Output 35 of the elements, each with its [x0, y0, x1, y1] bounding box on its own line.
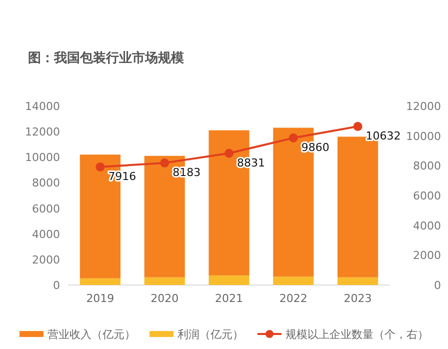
legend-label: 营业收入（亿元）: [48, 328, 136, 341]
y-tick-label: 8000: [32, 176, 60, 190]
chart-title: 图：我国包装行业市场规模: [28, 50, 184, 66]
bar: [144, 277, 185, 285]
y-tick-label: 0: [53, 279, 60, 292]
y-tick-label: 6000: [32, 202, 60, 216]
y-tick-label: 10000: [25, 151, 60, 164]
x-tick-label: 2019: [86, 292, 114, 305]
y2-tick-label: 10000: [406, 130, 441, 143]
point: [96, 162, 105, 172]
y-tick-label: 4000: [32, 228, 60, 241]
y2-tick-label: 0: [434, 279, 441, 292]
legend-label: 利润（亿元）: [178, 328, 244, 341]
point: [288, 133, 298, 142]
y2-tick-label: 12000: [406, 100, 441, 113]
point: [224, 148, 234, 158]
y2-tick-label: 8000: [413, 160, 441, 173]
point: [160, 158, 170, 168]
y2-tick-label: 2000: [413, 249, 441, 262]
x-tick-label: 2022: [279, 292, 308, 305]
data-label: 10632: [366, 129, 401, 142]
bar: [80, 278, 120, 285]
point: [353, 122, 362, 131]
y2-tick-label: 6000: [413, 190, 441, 202]
y-tick-label: 12000: [25, 126, 60, 139]
bar: [338, 277, 378, 285]
legend-label: 规模以上企业数量（个，右）: [286, 328, 428, 341]
x-tick-label: 2023: [344, 292, 372, 305]
bar: [208, 275, 250, 285]
x-tick-label: 2021: [215, 292, 243, 305]
bar: [273, 276, 314, 285]
y-tick-label: 2000: [32, 253, 60, 266]
y-tick-label: 14000: [25, 100, 60, 113]
x-tick-label: 2020: [150, 292, 179, 305]
y2-tick-label: 4000: [413, 219, 441, 232]
